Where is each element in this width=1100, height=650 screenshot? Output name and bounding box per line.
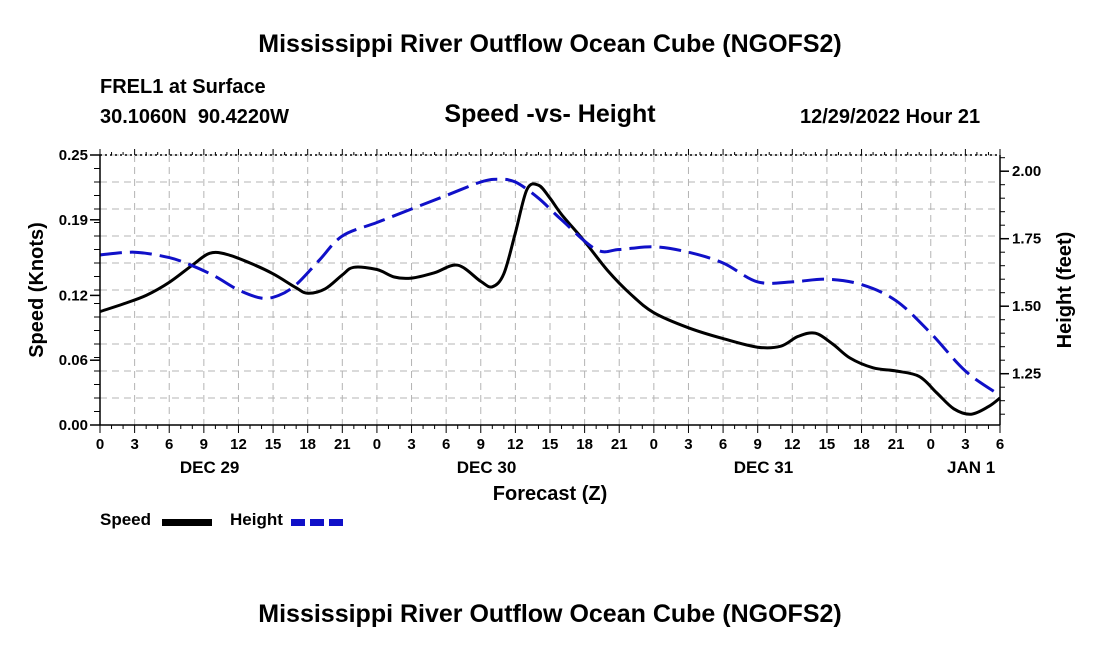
legend-speed-label: Speed (100, 510, 152, 529)
x-tick-label: 0 (650, 436, 658, 453)
chart-title-top: Mississippi River Outflow Ocean Cube (NG… (258, 30, 842, 58)
x-tick-label: 12 (784, 436, 801, 453)
y2-axis-label: Height (feet) (1054, 232, 1076, 349)
x-tick-label: 18 (853, 436, 870, 453)
x-tick-label: 3 (961, 436, 969, 453)
x-tick-label: 0 (96, 436, 104, 453)
x-tick-label: 21 (611, 436, 628, 453)
x-tick-label: 21 (334, 436, 351, 453)
x-tick-label: 12 (507, 436, 524, 453)
y-tick-label: 0.06 (59, 352, 88, 369)
y-tick-label: 0.25 (59, 147, 88, 164)
date-label: DEC 31 (734, 458, 794, 477)
x-axis-label: Forecast (Z) (493, 483, 607, 505)
date-label: JAN 1 (947, 458, 995, 477)
x-tick-label: 6 (719, 436, 727, 453)
forecast-datetime: 12/29/2022 Hour 21 (800, 106, 981, 128)
x-tick-label: 9 (754, 436, 762, 453)
x-tick-label: 15 (819, 436, 836, 453)
height-series-line (99, 177, 1001, 397)
legend-speed-swatch (162, 519, 212, 526)
x-tick-label: 15 (542, 436, 559, 453)
legend-height-label: Height (230, 510, 283, 529)
y-axis-label: Speed (Knots) (26, 222, 48, 358)
x-tick-label: 12 (230, 436, 247, 453)
x-tick-label: 3 (684, 436, 692, 453)
chart-title-bottom: Mississippi River Outflow Ocean Cube (NG… (258, 600, 842, 628)
x-tick-label: 3 (130, 436, 138, 453)
y2-tick-label: 2.00 (1012, 163, 1041, 180)
y-tick-label: 0.00 (59, 417, 88, 434)
y2-tick-label: 1.25 (1012, 366, 1041, 383)
series-layer (99, 177, 1001, 416)
x-tick-label: 21 (888, 436, 905, 453)
x-tick-label: 3 (407, 436, 415, 453)
x-tick-label: 0 (373, 436, 381, 453)
date-label: DEC 30 (457, 458, 517, 477)
x-tick-label: 15 (265, 436, 282, 453)
x-tick-label: 0 (927, 436, 935, 453)
x-tick-label: 18 (576, 436, 593, 453)
y-tick-label: 0.19 (59, 212, 88, 229)
coordinates-label: 30.1060N 90.4220W (100, 106, 290, 128)
x-tick-label: 6 (165, 436, 173, 453)
grid (99, 154, 1001, 425)
x-tick-label: 18 (299, 436, 316, 453)
x-tick-label: 9 (200, 436, 208, 453)
axes: 0 3 6 9 12 15 18 21 0 3 6 9 12 15 18 21 0 3 6 9 12 15 18 21 0 3 6D… (59, 147, 1041, 477)
x-tick-label: 6 (996, 436, 1004, 453)
y2-tick-label: 1.50 (1012, 298, 1041, 315)
date-label: DEC 29 (180, 458, 240, 477)
chart-subtitle: Speed -vs- Height (444, 100, 656, 128)
y2-tick-label: 1.75 (1012, 231, 1041, 248)
x-tick-label: 9 (477, 436, 485, 453)
y-tick-label: 0.12 (59, 287, 88, 304)
legend-height-swatch (291, 519, 343, 526)
x-tick-label: 6 (442, 436, 450, 453)
station-label: FREL1 at Surface (100, 76, 266, 98)
speed-series-line (99, 182, 1001, 416)
